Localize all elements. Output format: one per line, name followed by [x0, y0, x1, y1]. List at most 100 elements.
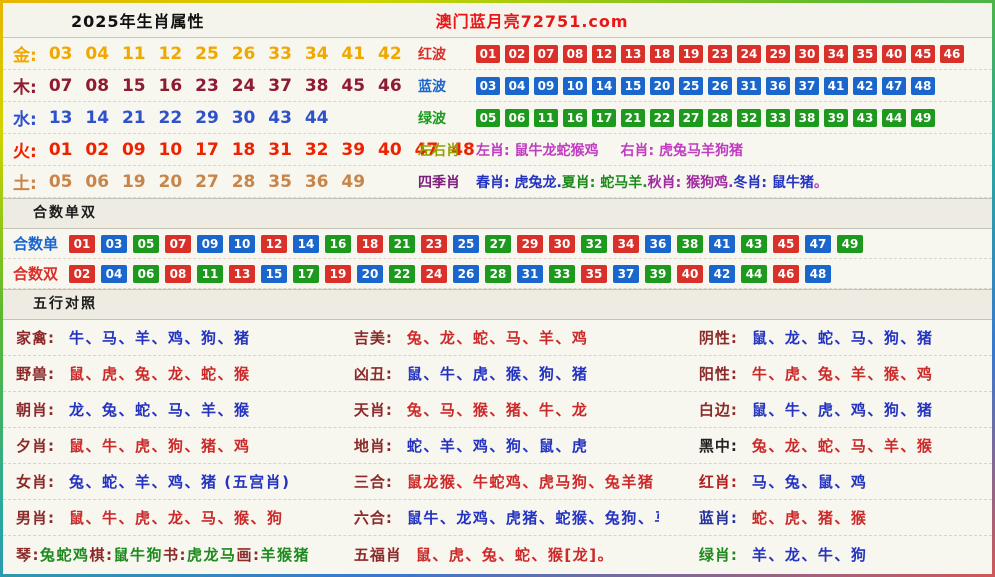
site-title: 澳门蓝月亮72751.com	[435, 12, 629, 31]
qinqishuhua-values-7: 羊猴猪	[260, 545, 311, 564]
number-badge-13: 13	[229, 264, 255, 283]
wuxing-row-2: 朝肖: 龙、兔、蛇、马、羊、猴 天肖: 兔、马、猴、猪、牛、龙 白边: 鼠、牛、虎、鸡、狗…	[3, 392, 992, 428]
number-badge-07: 07	[165, 234, 191, 253]
number-badge-49: 49	[837, 234, 863, 253]
zuoyou-xiao-segment-1: 右肖: 虎兔马羊狗猪	[620, 142, 743, 159]
number-badge-30: 30	[549, 234, 575, 253]
hesum-even-badges: 02 04 06 08 11 13 15 17 19 20 22 24 26 28 31 33 35 37 39 40…	[69, 264, 837, 283]
number-badge-03: 03	[101, 234, 127, 253]
wuxing-row-4: 女肖: 兔、蛇、羊、鸡、猪 (五宫肖) 三合: 鼠龙猴、牛蛇鸡、虎马狗、兔羊猪 红肖: 马…	[3, 464, 992, 500]
hesum-even-row: 合数双 02 04 06 08 11 13 15 17 19 20 22 24 26 28 31 33 35 37 3…	[3, 259, 992, 289]
number-badge-22: 22	[389, 264, 415, 283]
number-badge-28: 28	[708, 108, 732, 127]
number-badge-40: 40	[882, 44, 906, 63]
top-row-gold: 金: 03 04 11 12 25 26 33 34 41 42 红波 01 02 07 0…	[3, 38, 992, 70]
nvxiao-values-0: 兔、蛇、羊、鸡、猪 (五宫肖)	[69, 473, 291, 491]
element-label-gold: 金:	[13, 46, 37, 66]
cell-lanxiao: 蓝肖: 蛇、虎、猪、猴	[659, 507, 992, 528]
cell-xixiao: 夕肖: 鼠、牛、虎、狗、猪、鸡	[3, 435, 346, 456]
wufuxiao-label: 五福肖	[353, 545, 402, 564]
wuxing-row-3: 夕肖: 鼠、牛、虎、狗、猪、鸡 地肖: 蛇、羊、鸡、狗、鼠、虎 黑中: 兔、龙、蛇、马、羊…	[3, 428, 992, 464]
cell-sanhe: 三合: 鼠龙猴、牛蛇鸡、虎马狗、兔羊猪	[346, 471, 659, 492]
number-badge-44: 44	[882, 108, 906, 127]
number-badge-25: 25	[453, 234, 479, 253]
number-badge-38: 38	[795, 108, 819, 127]
number-badge-06: 06	[133, 264, 159, 283]
blue-wave-label: 蓝波	[418, 78, 446, 95]
number-badge-12: 12	[261, 234, 287, 253]
number-badge-44: 44	[741, 264, 767, 283]
number-badge-34: 34	[613, 234, 639, 253]
hesum-header-text: 合数单双	[33, 205, 97, 221]
number-badge-09: 09	[197, 234, 223, 253]
cell-jiaqin: 家禽: 牛、马、羊、鸡、狗、猪	[3, 327, 346, 348]
number-badge-27: 27	[679, 108, 703, 127]
element-numbers-gold: 03 04 11 12 25 26 33 34 41 42	[48, 43, 402, 64]
wave-row-red-wave: 红波 01 02 07 08 12 13 18 19 23 24 29 30 34 35 40 45 46	[418, 44, 992, 64]
wave-row-green-wave: 绿波 05 06 11 16 17 21 22 27 28 32 33 38 39 43 44 49	[418, 108, 992, 128]
element-label-wood: 木:	[13, 78, 37, 98]
cell-yeshou: 野兽: 鼠、虎、兔、龙、蛇、猴	[3, 363, 346, 384]
number-badge-05: 05	[133, 234, 159, 253]
baibian-values-0: 鼠、牛、虎、鸡、狗、猪	[751, 401, 934, 419]
wuxing-row-6: 琴: 兔蛇鸡 棋: 鼠牛狗 书: 虎龙马 画: 羊猴猪 五福肖 鼠、虎、兔、蛇、猴[…	[3, 536, 992, 572]
zuoyou-xiao-row: 左右肖 左肖: 鼠牛龙蛇猴鸡 右肖: 虎兔马羊狗猪	[418, 140, 992, 160]
cell-dixiao: 地肖: 蛇、羊、鸡、狗、鼠、虎	[346, 435, 659, 456]
element-label-earth: 土:	[13, 174, 37, 194]
heizhong-label: 黑中:	[698, 437, 738, 455]
dixiao-values-0: 蛇、羊、鸡、狗、鼠、虎	[406, 437, 589, 455]
section-header-hesum: 合数单双	[3, 198, 992, 229]
cell-yinxing: 阴性: 鼠、龙、蛇、马、狗、猪	[659, 327, 992, 348]
number-badge-47: 47	[882, 76, 906, 95]
qinqishuhua-values-2: 棋:	[89, 545, 114, 564]
siji-xiao-label: 四季肖	[418, 174, 460, 191]
nanxiao-label: 男肖:	[16, 509, 55, 527]
page: 2025年生肖属性 澳门蓝月亮72751.com 金: 03 04 11 12 2…	[3, 3, 992, 574]
number-badge-26: 26	[708, 76, 732, 95]
number-badge-31: 31	[517, 264, 543, 283]
number-badge-12: 12	[592, 44, 616, 63]
number-badge-37: 37	[795, 76, 819, 95]
number-badge-22: 22	[650, 108, 674, 127]
number-badge-49: 49	[911, 108, 935, 127]
wuxing-row-5: 男肖: 鼠、牛、虎、龙、马、猴、狗 六合: 鼠牛、龙鸡、虎猪、蛇猴、兔狗、马羊 蓝肖: 蛇…	[3, 500, 992, 536]
number-badge-13: 13	[621, 44, 645, 63]
number-badge-09: 09	[534, 76, 558, 95]
wuxing-grid: 家禽: 牛、马、羊、鸡、狗、猪 吉美: 兔、龙、蛇、马、羊、鸡 阴性: 鼠、龙、蛇、马、狗…	[3, 320, 992, 572]
number-badge-28: 28	[485, 264, 511, 283]
element-label-fire: 火:	[13, 142, 37, 162]
number-badge-10: 10	[229, 234, 255, 253]
hongxiao-label: 红肖:	[698, 473, 738, 491]
number-badge-02: 02	[505, 44, 529, 63]
qinqishuhua-values-0: 琴:	[16, 545, 40, 564]
number-badge-20: 20	[357, 264, 383, 283]
red-wave-badges: 01 02 07 08 12 13 18 19 23 24 29 30 34 35 40 45 46	[476, 44, 969, 63]
number-badge-14: 14	[293, 234, 319, 253]
tianxiao-label: 天肖:	[353, 401, 393, 419]
liuhe-label: 六合:	[353, 509, 393, 527]
number-badge-19: 19	[679, 44, 703, 63]
green-wave-badges: 05 06 11 16 17 21 22 27 28 32 33 38 39 43 44 49	[476, 108, 940, 127]
element-numbers-fire: 01 02 09 10 17 18 31 32 39 40 47 48	[48, 139, 475, 160]
number-badge-17: 17	[592, 108, 616, 127]
number-badge-10: 10	[563, 76, 587, 95]
number-badge-29: 29	[517, 234, 543, 253]
wave-row-blue-wave: 蓝波 03 04 09 10 14 15 20 25 26 31 36 37 41 42 47 48	[418, 76, 992, 96]
element-row-fire: 火: 01 02 09 10 17 18 31 32 39 40 47 48	[3, 137, 475, 163]
number-badge-11: 11	[534, 108, 558, 127]
siji-xiao-segment-2: 秋肖: 猴狗鸡.	[647, 174, 734, 191]
top-row-water: 水: 13 14 21 22 29 30 43 44 绿波 05 06 11 16 17 21 2…	[3, 102, 992, 134]
cell-liuhe: 六合: 鼠牛、龙鸡、虎猪、蛇猴、兔狗、马羊	[346, 507, 659, 528]
number-badge-33: 33	[766, 108, 790, 127]
dixiao-label: 地肖:	[353, 437, 393, 455]
number-badge-29: 29	[766, 44, 790, 63]
yinxing-label: 阴性:	[698, 329, 738, 347]
number-badge-26: 26	[453, 264, 479, 283]
jiaqin-values-0: 牛、马、羊、鸡、狗、猪	[69, 329, 251, 347]
number-badge-08: 08	[165, 264, 191, 283]
cell-nanxiao: 男肖: 鼠、牛、虎、龙、马、猴、狗	[3, 507, 346, 528]
number-badge-05: 05	[476, 108, 500, 127]
lanxiao-values-0: 蛇、虎、猪、猴	[751, 509, 868, 527]
number-badge-48: 48	[805, 264, 831, 283]
heizhong-values-0: 兔、龙、蛇、马、羊、猴	[751, 437, 934, 455]
